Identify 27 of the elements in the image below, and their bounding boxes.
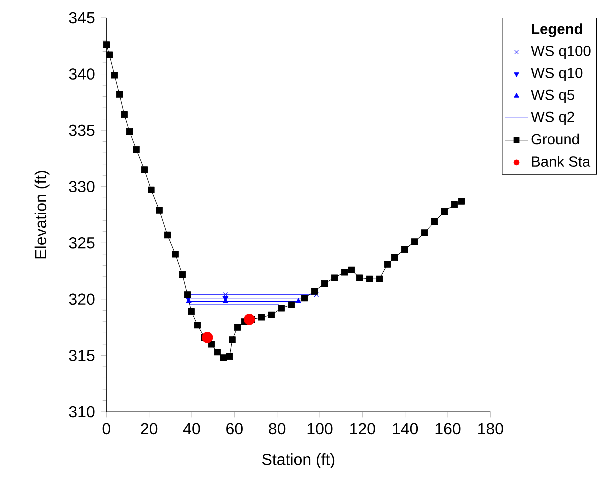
- y-tick-label: 330: [69, 181, 95, 193]
- x-tick-label: 40: [183, 423, 200, 435]
- legend-label: Bank Sta: [532, 156, 591, 167]
- legend-label: WS q2: [531, 112, 574, 126]
- x-tick-label: 140: [393, 423, 418, 435]
- x-tick-label: 0: [102, 423, 110, 435]
- y-tick-label: 335: [69, 124, 95, 136]
- y-tick-label: 340: [69, 68, 95, 80]
- x-tick-label: 60: [226, 423, 243, 435]
- y-tick-label: 345: [69, 12, 95, 24]
- legend-label: Ground: [532, 134, 580, 145]
- legend-label: WS q5: [531, 90, 574, 104]
- y-axis-title: Elevation (ft): [34, 171, 50, 259]
- x-tick-label: 120: [350, 423, 376, 435]
- legend-label: WS q10: [531, 68, 583, 82]
- y-tick-label: 310: [69, 406, 95, 418]
- x-tick-label: 80: [269, 423, 286, 435]
- x-tick-label: 100: [308, 423, 333, 435]
- x-tick-label: 180: [478, 423, 504, 435]
- y-tick-label: 315: [69, 350, 95, 362]
- x-tick-label: 20: [141, 423, 158, 435]
- legend-label: WS q100: [531, 46, 591, 60]
- x-axis-title: Station (ft): [262, 454, 335, 468]
- x-tick-label: 160: [436, 423, 461, 435]
- legend-title: Legend: [532, 24, 582, 38]
- y-tick-label: 325: [69, 237, 95, 249]
- y-tick-label: 320: [69, 294, 95, 306]
